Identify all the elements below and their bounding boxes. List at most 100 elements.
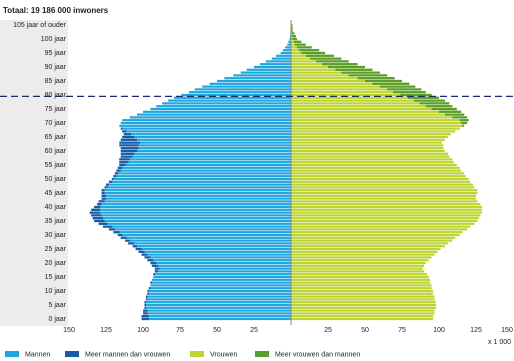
male-bar: [119, 124, 291, 127]
y-tick-label: 85 jaar: [45, 78, 67, 85]
male-excess: [150, 261, 157, 265]
male-excess: [117, 166, 123, 169]
female-bar: [291, 74, 388, 77]
male-bar: [150, 261, 291, 265]
y-tick-label: 50 jaar: [45, 176, 67, 183]
male-excess: [101, 189, 105, 192]
male-excess: [123, 133, 132, 136]
male-bar: [114, 172, 291, 175]
male-bar: [120, 152, 291, 155]
female-bar: [291, 247, 441, 251]
female-excess: [348, 74, 388, 77]
male-excess: [111, 177, 114, 181]
y-tick-label: 65 jaar: [45, 134, 67, 141]
female-bar: [291, 85, 416, 88]
female-bar: [291, 284, 432, 287]
male-excess: [125, 239, 130, 242]
y-tick-label: 80 jaar: [45, 92, 67, 99]
female-bar: [291, 303, 437, 307]
female-bar: [291, 250, 438, 253]
female-excess: [294, 43, 306, 46]
x-tick-label: 75: [398, 327, 406, 334]
male-bar: [276, 54, 291, 57]
female-bar: [291, 99, 445, 102]
male-bar: [150, 284, 291, 287]
legend-label: Meer mannen dan vrouwen: [85, 351, 170, 358]
x-tick-label: 75: [176, 327, 184, 334]
female-bar: [291, 253, 435, 256]
y-tick-label: 55 jaar: [45, 162, 67, 169]
legend-swatch: [255, 351, 269, 357]
female-bar: [291, 228, 468, 231]
female-excess: [322, 63, 358, 66]
male-bar: [289, 37, 291, 41]
female-bar: [291, 158, 453, 161]
female-bar: [291, 105, 453, 108]
female-excess: [316, 60, 349, 63]
male-excess: [122, 135, 135, 139]
male-bar: [148, 287, 291, 290]
female-bar: [291, 298, 435, 301]
x-tick-label: 150: [63, 327, 75, 334]
male-bar: [240, 71, 291, 74]
male-bar: [111, 177, 291, 181]
female-bar: [291, 200, 478, 203]
y-tick-label: 35 jaar: [45, 218, 67, 225]
female-bar: [291, 138, 445, 141]
male-bar: [289, 35, 291, 38]
female-bar: [291, 155, 450, 158]
female-bar: [291, 161, 454, 164]
male-bar: [194, 88, 291, 91]
female-bar: [291, 88, 422, 91]
female-bar: [291, 309, 435, 312]
x-tick-label: 100: [137, 327, 149, 334]
x-tick-label: 50: [361, 327, 369, 334]
male-excess: [144, 303, 146, 307]
female-bar: [291, 222, 475, 225]
male-bar: [91, 208, 291, 211]
female-bar: [291, 130, 456, 133]
female-bar: [291, 267, 423, 270]
male-bar: [120, 155, 291, 158]
male-bar: [282, 49, 291, 52]
male-excess: [148, 287, 151, 290]
male-excess: [122, 130, 127, 133]
male-bar: [122, 130, 291, 133]
male-bar: [147, 289, 291, 293]
male-excess: [108, 228, 115, 231]
male-excess: [113, 175, 117, 178]
male-bar: [224, 77, 291, 80]
x-unit: x 1 000: [488, 339, 511, 346]
female-bar: [291, 68, 373, 71]
male-excess: [135, 247, 142, 251]
male-bar: [271, 57, 291, 60]
male-bar: [113, 175, 292, 178]
male-bar: [188, 91, 291, 94]
y-tick-label: 100 jaar: [41, 36, 67, 43]
legend-label: Vrouwen: [210, 351, 237, 358]
male-bar: [119, 141, 291, 144]
male-bar: [141, 253, 291, 256]
male-bar: [153, 275, 291, 279]
female-bar: [291, 149, 445, 153]
male-excess: [154, 270, 158, 273]
male-bar: [137, 113, 291, 116]
male-excess: [98, 222, 108, 225]
male-excess: [101, 194, 106, 197]
male-excess: [150, 281, 152, 284]
male-excess: [128, 242, 135, 245]
female-bar: [291, 281, 431, 284]
male-excess: [120, 138, 138, 141]
male-excess: [114, 172, 118, 175]
female-bar: [291, 217, 479, 220]
male-bar: [119, 158, 291, 161]
male-excess: [104, 186, 108, 189]
male-bar: [147, 259, 291, 262]
legend-label: Mannen: [25, 351, 50, 358]
chart-subtitle: Totaal: 19 186 000 inwoners: [3, 6, 109, 15]
male-excess: [154, 267, 160, 270]
female-excess: [461, 121, 468, 125]
male-bar: [144, 303, 291, 307]
female-excess: [291, 32, 295, 35]
